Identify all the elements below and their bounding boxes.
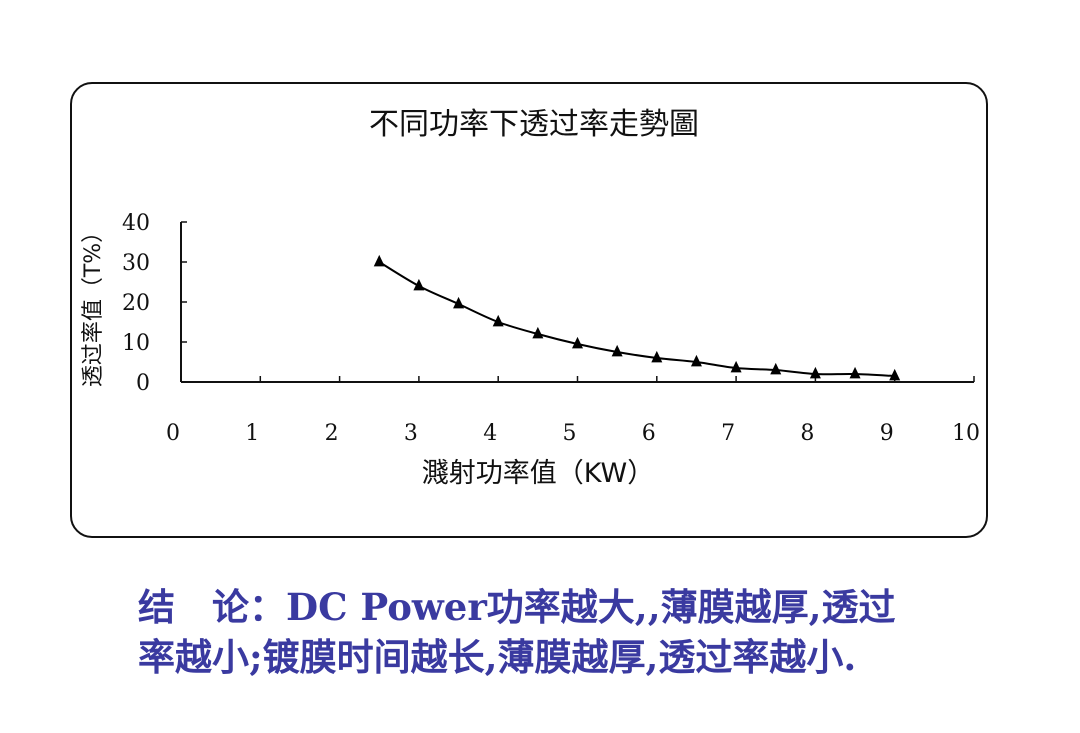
- data-point-marker: [730, 360, 742, 373]
- axes: [180, 222, 974, 383]
- data-point-marker: [572, 336, 583, 349]
- data-point-marker: [611, 344, 623, 357]
- x-axis-label: 濺射功率值（KW）: [422, 458, 654, 489]
- x-tick-label: 0: [166, 421, 180, 446]
- x-tick-label: 9: [880, 421, 894, 446]
- transmittance-chart: 不同功率下透过率走勢圖 透过率值（T%） 濺射功率值（KW） 0 1 2 3 4 5 6 7 8…: [81, 107, 980, 489]
- x-tick-label: 1: [245, 421, 259, 446]
- x-tick-label: 4: [483, 421, 497, 446]
- conclusion-text: 结 论：DC Power功率越大,,薄膜越厚,透过 率越小;镀膜时间越长,薄膜越…: [138, 582, 1038, 682]
- conclusion-line-1: 结 论：DC Power功率越大,,薄膜越厚,透过: [138, 585, 896, 629]
- data-point-marker: [413, 278, 425, 291]
- data-point-marker: [532, 326, 544, 339]
- y-tick-label: 20: [122, 291, 150, 316]
- x-tick-label: 3: [404, 421, 418, 446]
- y-tick-label: 40: [122, 211, 150, 236]
- data-point-marker: [770, 362, 782, 375]
- data-point-marker: [849, 366, 861, 379]
- x-tick-label: 10: [952, 421, 980, 446]
- x-tick-label: 5: [563, 421, 577, 446]
- tick-labels: 0 1 2 3 4 5 6 7 8 9 10 0 10 20 30 40: [122, 211, 980, 446]
- data-series: [373, 254, 901, 381]
- data-point-marker: [453, 296, 465, 309]
- y-tick-label: 30: [122, 251, 150, 276]
- chart-frame: 不同功率下透过率走勢圖 透过率值（T%） 濺射功率值（KW） 0 1 2 3 4 5 6 7 8…: [70, 82, 988, 538]
- data-point-marker: [492, 314, 504, 327]
- y-axis-label: 透过率值（T%）: [81, 221, 106, 387]
- data-point-marker: [889, 368, 901, 381]
- conclusion-line-2: 率越小;镀膜时间越长,薄膜越厚,透过率越小.: [138, 635, 857, 679]
- data-point-marker: [373, 254, 385, 267]
- x-tick-label: 6: [642, 421, 656, 446]
- x-tick-label: 8: [800, 421, 814, 446]
- data-point-marker: [809, 366, 821, 379]
- x-tick-label: 7: [721, 421, 735, 446]
- y-tick-label: 10: [122, 331, 150, 356]
- x-tick-label: 2: [325, 421, 339, 446]
- series-line: [378, 261, 895, 377]
- y-tick-label: 0: [136, 371, 150, 396]
- data-point-marker: [651, 350, 663, 363]
- data-point-marker: [690, 354, 702, 367]
- chart-title: 不同功率下透过率走勢圖: [369, 107, 699, 142]
